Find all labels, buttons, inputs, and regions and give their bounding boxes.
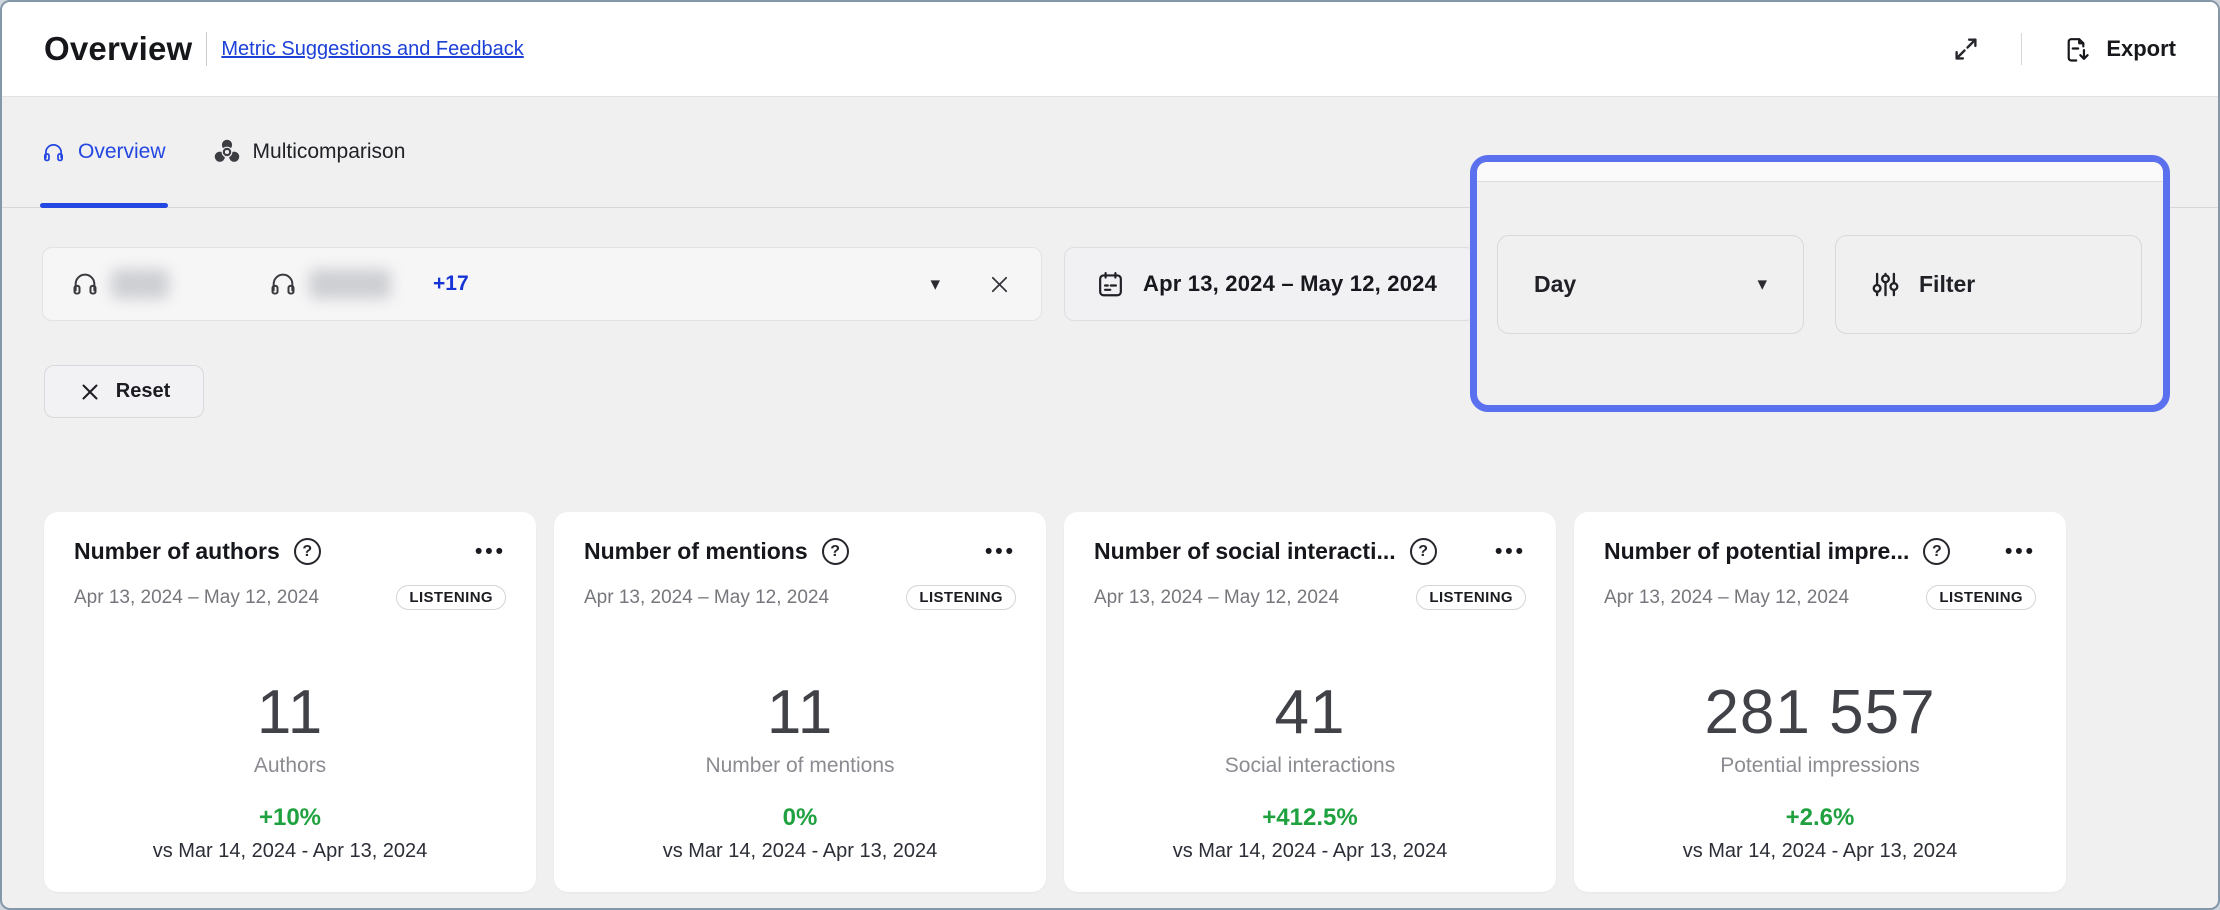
card-title: Number of authors [74,538,280,565]
help-icon[interactable]: ? [1410,538,1437,565]
listening-badge: LISTENING [1926,585,2036,610]
clear-selection-icon[interactable] [986,271,1013,298]
metric-label: Number of mentions [584,754,1016,778]
card-title: Number of potential impre... [1604,538,1909,565]
listening-badge: LISTENING [906,585,1016,610]
header-actions: Export [1951,33,2176,65]
header-divider [2021,33,2022,65]
metric-change: +10% [74,804,506,832]
metric-suggestions-link[interactable]: Metric Suggestions and Feedback [221,38,523,61]
highlight-box-header-strip [1477,162,2163,182]
header-divider [206,32,207,66]
card-menu-ellipsis-icon[interactable]: ••• [1495,541,1526,562]
reset-label: Reset [116,380,170,403]
metric-comparison-period: vs Mar 14, 2024 - Apr 13, 2024 [1604,840,2036,863]
project-name-redacted [309,269,391,299]
selected-project [269,269,391,299]
metric-change: +412.5% [1094,804,1526,832]
filter-label: Filter [1919,271,1975,298]
tab-label: Overview [78,140,166,164]
tab-label: Multicomparison [253,140,406,164]
tab-multicomparison[interactable]: Multicomparison [214,97,406,207]
chevron-down-icon[interactable]: ▾ [930,275,940,294]
date-range-button[interactable]: Apr 13, 2024 – May 12, 2024 [1064,247,1476,321]
metric-value: 11 [74,682,506,744]
granularity-select[interactable]: Day ▾ [1497,235,1804,334]
help-icon[interactable]: ? [1923,538,1950,565]
projects-select[interactable]: +17 ▾ [42,247,1042,321]
extra-projects-count[interactable]: +17 [433,272,469,296]
metric-change: +2.6% [1604,804,2036,832]
calendar-icon [1095,269,1126,300]
card-title: Number of social interacti... [1094,538,1396,565]
sliders-icon [1870,269,1901,300]
project-name-redacted [111,269,169,299]
listening-badge: LISTENING [1416,585,1526,610]
metric-value: 41 [1094,682,1526,744]
metric-label: Social interactions [1094,754,1526,778]
export-document-download-icon [2062,34,2093,65]
reset-button[interactable]: Reset [44,365,204,418]
selected-project [71,269,169,299]
metric-card-social-interactions: Number of social interacti... ? ••• Apr … [1064,512,1556,892]
metric-comparison-period: vs Mar 14, 2024 - Apr 13, 2024 [74,840,506,863]
card-menu-ellipsis-icon[interactable]: ••• [2005,541,2036,562]
export-label: Export [2106,36,2176,62]
metric-label: Potential impressions [1604,754,2036,778]
granularity-value: Day [1534,271,1576,298]
chevron-down-icon: ▾ [1757,275,1767,294]
metric-change: 0% [584,804,1016,832]
metric-value: 11 [584,682,1016,744]
filter-button[interactable]: Filter [1835,235,2142,334]
help-icon[interactable]: ? [822,538,849,565]
card-date-range: Apr 13, 2024 – May 12, 2024 [1094,587,1339,609]
metric-cards-row: Number of authors ? ••• Apr 13, 2024 – M… [44,512,2066,892]
highlight-annotation-box: Day ▾ Filter [1470,155,2170,412]
headphones-icon [42,141,65,164]
listening-badge: LISTENING [396,585,506,610]
card-date-range: Apr 13, 2024 – May 12, 2024 [74,587,319,609]
card-date-range: Apr 13, 2024 – May 12, 2024 [1604,587,1849,609]
card-date-range: Apr 13, 2024 – May 12, 2024 [584,587,829,609]
x-icon [78,380,102,404]
expand-button[interactable] [1951,34,1981,64]
help-icon[interactable]: ? [294,538,321,565]
metric-comparison-period: vs Mar 14, 2024 - Apr 13, 2024 [584,840,1016,863]
dashboard-window: Overview Metric Suggestions and Feedback [0,0,2220,910]
metric-label: Authors [74,754,506,778]
card-title: Number of mentions [584,538,808,565]
export-button[interactable]: Export [2062,34,2176,65]
multicomparison-orbit-icon [214,139,240,165]
page-header: Overview Metric Suggestions and Feedback [2,2,2218,97]
tab-overview[interactable]: Overview [42,97,166,207]
date-range-label: Apr 13, 2024 – May 12, 2024 [1143,271,1437,297]
metric-card-potential-impressions: Number of potential impre... ? ••• Apr 1… [1574,512,2066,892]
expand-diagonal-arrows-icon [1951,34,1981,64]
page-title: Overview [44,30,192,68]
headphones-icon [71,270,99,298]
metric-card-mentions: Number of mentions ? ••• Apr 13, 2024 – … [554,512,1046,892]
metric-comparison-period: vs Mar 14, 2024 - Apr 13, 2024 [1094,840,1526,863]
card-menu-ellipsis-icon[interactable]: ••• [985,541,1016,562]
metric-value: 281 557 [1604,682,2036,744]
headphones-icon [269,270,297,298]
card-menu-ellipsis-icon[interactable]: ••• [475,541,506,562]
metric-card-authors: Number of authors ? ••• Apr 13, 2024 – M… [44,512,536,892]
